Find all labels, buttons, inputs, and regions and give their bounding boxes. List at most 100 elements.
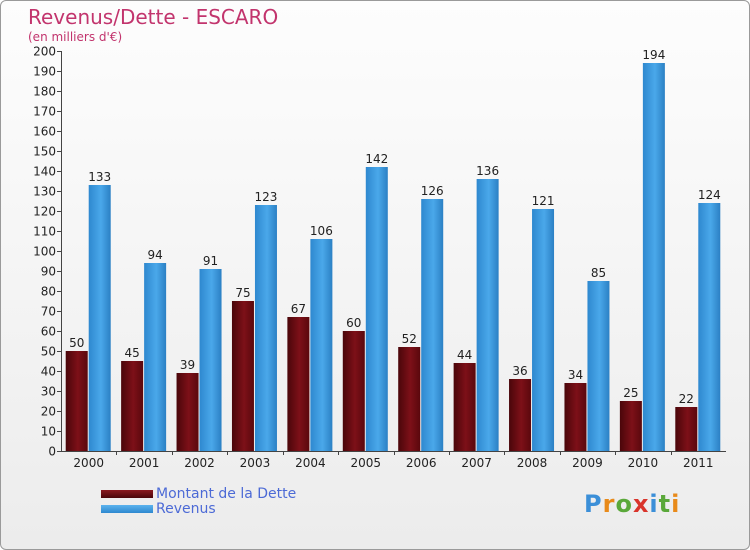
y-tick-label: 190 — [33, 65, 56, 79]
data-label-debt: 45 — [124, 346, 139, 360]
x-tick-label: 2003 — [240, 456, 271, 470]
bar-debt — [176, 373, 199, 451]
y-tick-label: 40 — [41, 365, 56, 379]
bar-debt — [398, 347, 421, 451]
bar-revenue — [421, 199, 444, 451]
data-label-debt: 34 — [568, 368, 583, 382]
bar-revenue — [88, 185, 111, 451]
chart-title: Revenus/Dette - ESCARO — [28, 5, 279, 29]
data-label-revenue: 136 — [476, 164, 499, 178]
bar-revenue — [144, 263, 167, 451]
y-tick-label: 90 — [41, 265, 56, 279]
logo-letter: x — [632, 490, 650, 518]
x-tick-label: 2005 — [351, 456, 382, 470]
y-tick-label: 0 — [48, 445, 56, 459]
bars: 50 133 45 94 39 91 75 123 67 106 60 142 52 126 44 136 36… — [65, 48, 721, 451]
data-label-debt: 39 — [180, 358, 195, 372]
bar-debt — [287, 317, 310, 451]
x-tick-label: 2006 — [406, 456, 437, 470]
legend-label-debt: Montant de la Dette — [156, 486, 297, 502]
proxiti-logo: Proxiti — [584, 490, 680, 518]
y-tick-label: 150 — [33, 145, 56, 159]
data-label-revenue: 142 — [365, 152, 388, 166]
logo-letter: t — [658, 490, 672, 518]
data-label-debt: 52 — [402, 332, 417, 346]
bar-debt — [509, 379, 532, 451]
y-tick-label: 50 — [41, 345, 56, 359]
logo-letter: i — [671, 490, 681, 518]
logo-letter: o — [615, 490, 633, 518]
data-label-revenue: 126 — [421, 184, 444, 198]
legend-swatch-revenue — [101, 505, 153, 513]
data-label-debt: 44 — [457, 348, 472, 362]
y-tick-label: 30 — [41, 385, 56, 399]
y-tick-label: 60 — [41, 325, 56, 339]
x-tick-label: 2009 — [572, 456, 603, 470]
legend-swatch-debt — [101, 490, 153, 498]
bar-debt — [342, 331, 365, 451]
y-tick-label: 170 — [33, 105, 56, 119]
y-tick-label: 140 — [33, 165, 56, 179]
y-tick-label: 70 — [41, 305, 56, 319]
x-tick-label: 2008 — [517, 456, 548, 470]
x-tick-label: 2004 — [295, 456, 326, 470]
data-label-debt: 22 — [679, 392, 694, 406]
data-label-revenue: 91 — [203, 254, 218, 268]
bar-debt — [453, 363, 476, 451]
bar-debt — [231, 301, 254, 451]
data-label-debt: 75 — [235, 286, 250, 300]
data-label-revenue: 124 — [698, 188, 721, 202]
data-label-debt: 50 — [69, 336, 84, 350]
data-label-debt: 36 — [512, 364, 527, 378]
data-label-revenue: 94 — [147, 248, 162, 262]
bar-revenue — [365, 167, 388, 451]
bar-debt — [65, 351, 88, 451]
data-label-revenue: 133 — [88, 170, 111, 184]
bar-revenue — [310, 239, 333, 451]
data-label-debt: 67 — [291, 302, 306, 316]
data-label-revenue: 106 — [310, 224, 333, 238]
y-tick-label: 160 — [33, 125, 56, 139]
y-axis: 0 10 20 30 40 50 60 70 80 90 100 110 120 130 140 150 160… — [33, 45, 62, 459]
y-tick-label: 20 — [41, 405, 56, 419]
x-tick-label: 2011 — [683, 456, 714, 470]
x-tick-label: 2010 — [628, 456, 659, 470]
data-label-debt: 25 — [623, 386, 638, 400]
bar-revenue — [476, 179, 499, 451]
x-tick-label: 2002 — [184, 456, 215, 470]
y-tick-label: 200 — [33, 45, 56, 59]
x-tick-label: 2001 — [129, 456, 160, 470]
bar-revenue — [532, 209, 555, 451]
y-tick-label: 10 — [41, 425, 56, 439]
bar-debt — [675, 407, 698, 451]
bar-debt — [121, 361, 144, 451]
y-tick-label: 130 — [33, 185, 56, 199]
data-label-revenue: 85 — [591, 266, 606, 280]
bar-revenue — [642, 63, 665, 451]
y-tick-label: 120 — [33, 205, 56, 219]
data-label-revenue: 194 — [642, 48, 665, 62]
x-tick-label: 2007 — [461, 456, 492, 470]
bar-revenue — [199, 269, 222, 451]
x-axis: 2000 2001 2002 2003 2004 2005 2006 2007 2008 2009… — [61, 451, 726, 470]
logo-letter: i — [649, 490, 659, 518]
bar-revenue — [698, 203, 721, 451]
y-tick-label: 100 — [33, 245, 56, 259]
logo-letter: P — [584, 490, 603, 518]
data-label-revenue: 121 — [532, 194, 555, 208]
y-tick-label: 80 — [41, 285, 56, 299]
bar-debt — [564, 383, 587, 451]
y-tick-label: 110 — [33, 225, 56, 239]
data-label-revenue: 123 — [255, 190, 278, 204]
x-tick-label: 2000 — [73, 456, 104, 470]
legend-label-revenue: Revenus — [156, 501, 216, 517]
logo-letter: r — [602, 490, 616, 518]
data-label-debt: 60 — [346, 316, 361, 330]
bar-revenue — [254, 205, 277, 451]
chart-subtitle: (en milliers d'€) — [28, 30, 123, 44]
bar-revenue — [587, 281, 610, 451]
bar-debt — [619, 401, 642, 451]
y-tick-label: 180 — [33, 85, 56, 99]
